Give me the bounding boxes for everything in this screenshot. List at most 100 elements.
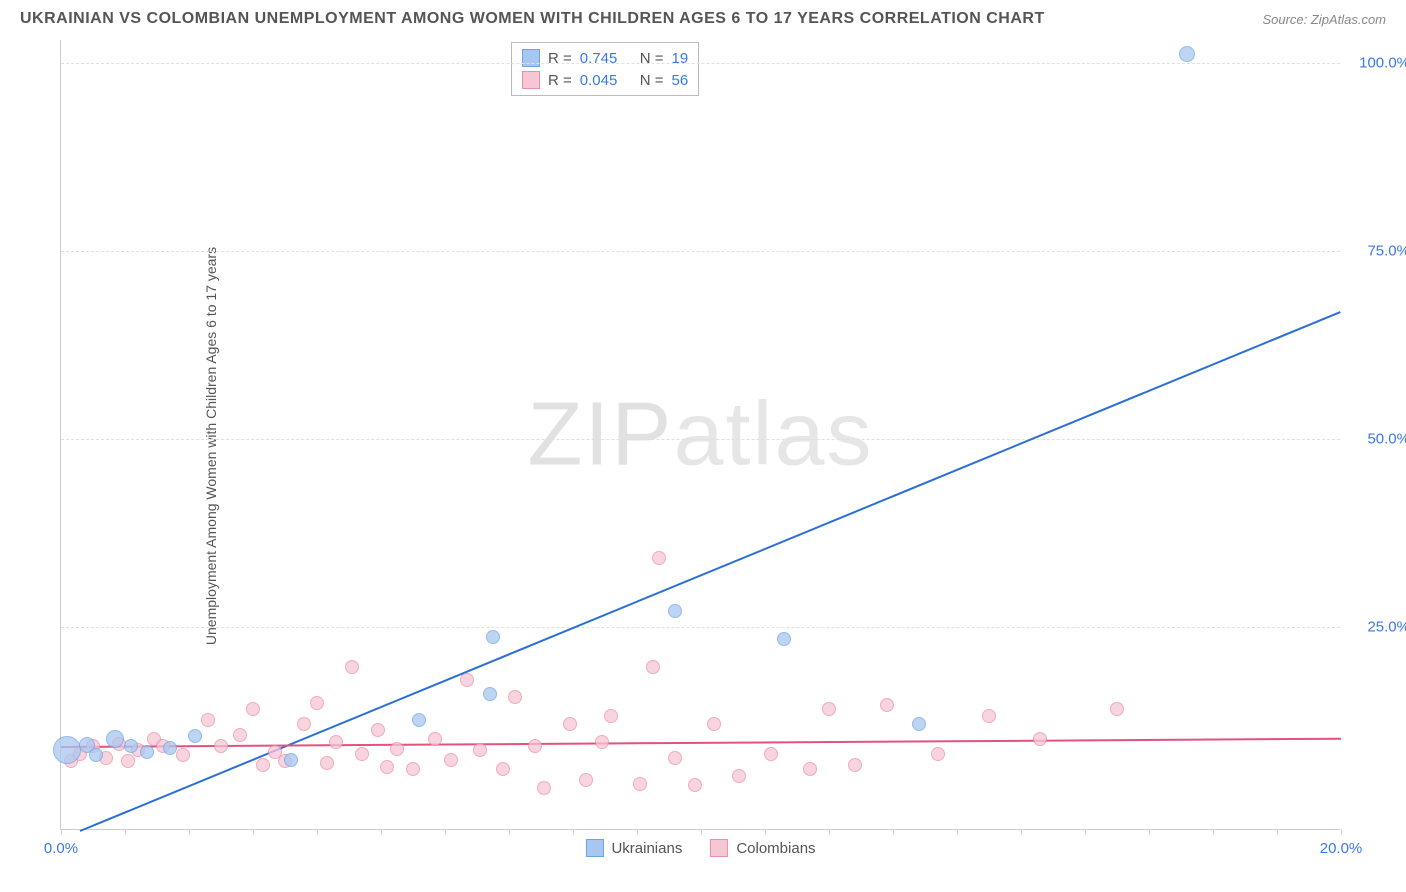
source-label: Source: ZipAtlas.com: [1262, 12, 1386, 27]
data-point: [176, 748, 190, 762]
data-point: [233, 728, 247, 742]
data-point: [1033, 732, 1047, 746]
data-point: [214, 739, 228, 753]
data-point: [652, 551, 666, 565]
data-point: [284, 753, 298, 767]
legend-r-label: R =: [548, 72, 572, 89]
data-point: [473, 743, 487, 757]
data-point: [371, 723, 385, 737]
legend-series-item: Ukrainians: [585, 839, 682, 857]
legend-correlation: R = 0.745 N = 19 R = 0.045 N = 56: [511, 42, 699, 96]
legend-r-label: R =: [548, 50, 572, 67]
x-tick-mark: [509, 829, 510, 835]
data-point: [163, 741, 177, 755]
plot-area: ZIPatlas R =0.745N =19R =0.045N =56 Ukra…: [60, 40, 1340, 830]
data-point: [390, 742, 404, 756]
x-tick-mark: [1149, 829, 1150, 835]
legend-series-label: Colombians: [736, 840, 815, 857]
legend-swatch: [585, 839, 603, 857]
x-tick-mark: [253, 829, 254, 835]
data-point: [329, 735, 343, 749]
data-point: [579, 773, 593, 787]
y-tick-label: 100.0%: [1350, 54, 1406, 71]
legend-r-value: 0.045: [580, 72, 632, 89]
x-tick-mark: [1021, 829, 1022, 835]
data-point: [633, 777, 647, 791]
x-tick-mark: [957, 829, 958, 835]
x-tick-mark: [125, 829, 126, 835]
data-point: [688, 778, 702, 792]
data-point: [345, 660, 359, 674]
legend-series-item: Colombians: [710, 839, 815, 857]
y-tick-label: 75.0%: [1350, 242, 1406, 259]
data-point: [486, 630, 500, 644]
gridline: [61, 439, 1340, 440]
data-point: [1110, 702, 1124, 716]
data-point: [668, 604, 682, 618]
legend-swatch: [522, 71, 540, 89]
data-point: [604, 709, 618, 723]
x-tick-mark: [381, 829, 382, 835]
data-point: [777, 632, 791, 646]
x-tick-mark: [829, 829, 830, 835]
data-point: [848, 758, 862, 772]
data-point: [460, 673, 474, 687]
x-tick-mark: [1277, 829, 1278, 835]
legend-n-label: N =: [640, 72, 664, 89]
x-tick-mark: [1341, 829, 1342, 835]
legend-n-value: 56: [672, 72, 689, 89]
data-point: [106, 730, 124, 748]
data-point: [880, 698, 894, 712]
data-point: [256, 758, 270, 772]
data-point: [732, 769, 746, 783]
data-point: [563, 717, 577, 731]
data-point: [707, 717, 721, 731]
x-tick-mark: [893, 829, 894, 835]
x-tick-label: 0.0%: [44, 840, 78, 857]
data-point: [320, 756, 334, 770]
legend-r-value: 0.745: [580, 50, 632, 67]
y-tick-label: 50.0%: [1350, 430, 1406, 447]
data-point: [444, 753, 458, 767]
chart-title: UKRAINIAN VS COLOMBIAN UNEMPLOYMENT AMON…: [20, 10, 1045, 28]
data-point: [803, 762, 817, 776]
data-point: [428, 732, 442, 746]
data-point: [140, 745, 154, 759]
data-point: [528, 739, 542, 753]
data-point: [201, 713, 215, 727]
x-tick-mark: [1213, 829, 1214, 835]
data-point: [53, 736, 81, 764]
x-tick-mark: [765, 829, 766, 835]
x-tick-label: 20.0%: [1320, 840, 1363, 857]
data-point: [496, 762, 510, 776]
trend-line: [61, 737, 1341, 747]
legend-rn-row: R = 0.745 N = 19: [522, 47, 688, 69]
data-point: [646, 660, 660, 674]
data-point: [822, 702, 836, 716]
data-point: [121, 754, 135, 768]
legend-rn-row: R = 0.045 N = 56: [522, 69, 688, 91]
data-point: [406, 762, 420, 776]
x-tick-mark: [445, 829, 446, 835]
legend-series-label: Ukrainians: [611, 840, 682, 857]
data-point: [412, 713, 426, 727]
x-tick-mark: [61, 829, 62, 835]
data-point: [537, 781, 551, 795]
data-point: [931, 747, 945, 761]
data-point: [1179, 46, 1195, 62]
watermark: ZIPatlas: [527, 383, 873, 486]
data-point: [483, 687, 497, 701]
data-point: [982, 709, 996, 723]
legend-n-label: N =: [640, 50, 664, 67]
data-point: [508, 690, 522, 704]
data-point: [595, 735, 609, 749]
gridline: [61, 251, 1340, 252]
x-tick-mark: [317, 829, 318, 835]
x-tick-mark: [637, 829, 638, 835]
data-point: [668, 751, 682, 765]
legend-n-value: 19: [672, 50, 689, 67]
legend-swatch: [710, 839, 728, 857]
x-tick-mark: [701, 829, 702, 835]
watermark-bold: ZIP: [527, 384, 673, 484]
data-point: [355, 747, 369, 761]
